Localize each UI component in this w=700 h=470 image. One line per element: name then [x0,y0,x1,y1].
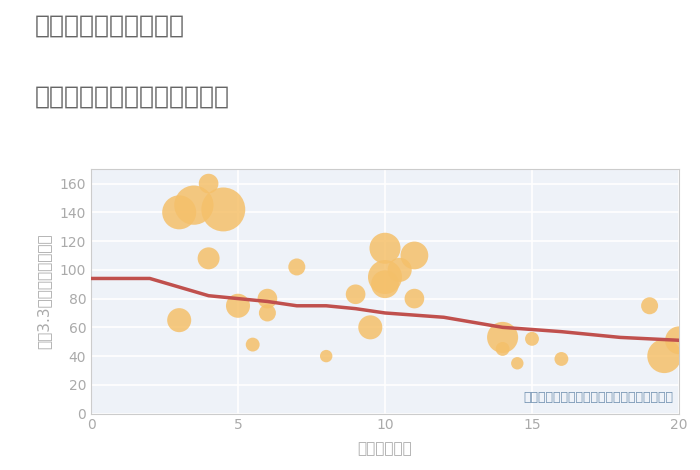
Point [188,201,199,209]
Point [174,316,185,324]
Point [556,355,567,363]
Point [394,266,405,274]
Point [409,252,420,259]
Point [262,309,273,317]
Point [365,323,376,331]
Point [526,335,538,343]
X-axis label: 駅距離（分）: 駅距離（分） [358,441,412,456]
Point [409,295,420,302]
Point [497,334,508,341]
Point [379,244,391,252]
Point [497,345,508,352]
Point [321,352,332,360]
Point [379,273,391,281]
Point [291,263,302,271]
Text: 円の大きさは、取引のあった物件面積を示す: 円の大きさは、取引のあった物件面積を示す [523,391,673,404]
Point [218,206,229,213]
Point [203,255,214,262]
Point [174,209,185,216]
Point [644,302,655,310]
Point [247,341,258,348]
Point [203,180,214,188]
Point [673,337,685,344]
Text: 駅距離別中古マンション価格: 駅距離別中古マンション価格 [35,85,230,109]
Point [262,295,273,302]
Point [350,290,361,298]
Point [232,302,244,310]
Point [379,281,391,288]
Point [512,360,523,367]
Y-axis label: 坪（3.3㎡）単価（万円）: 坪（3.3㎡）単価（万円） [36,234,51,349]
Point [659,352,670,360]
Text: 奈良県奈良市雑司町の: 奈良県奈良市雑司町の [35,14,185,38]
